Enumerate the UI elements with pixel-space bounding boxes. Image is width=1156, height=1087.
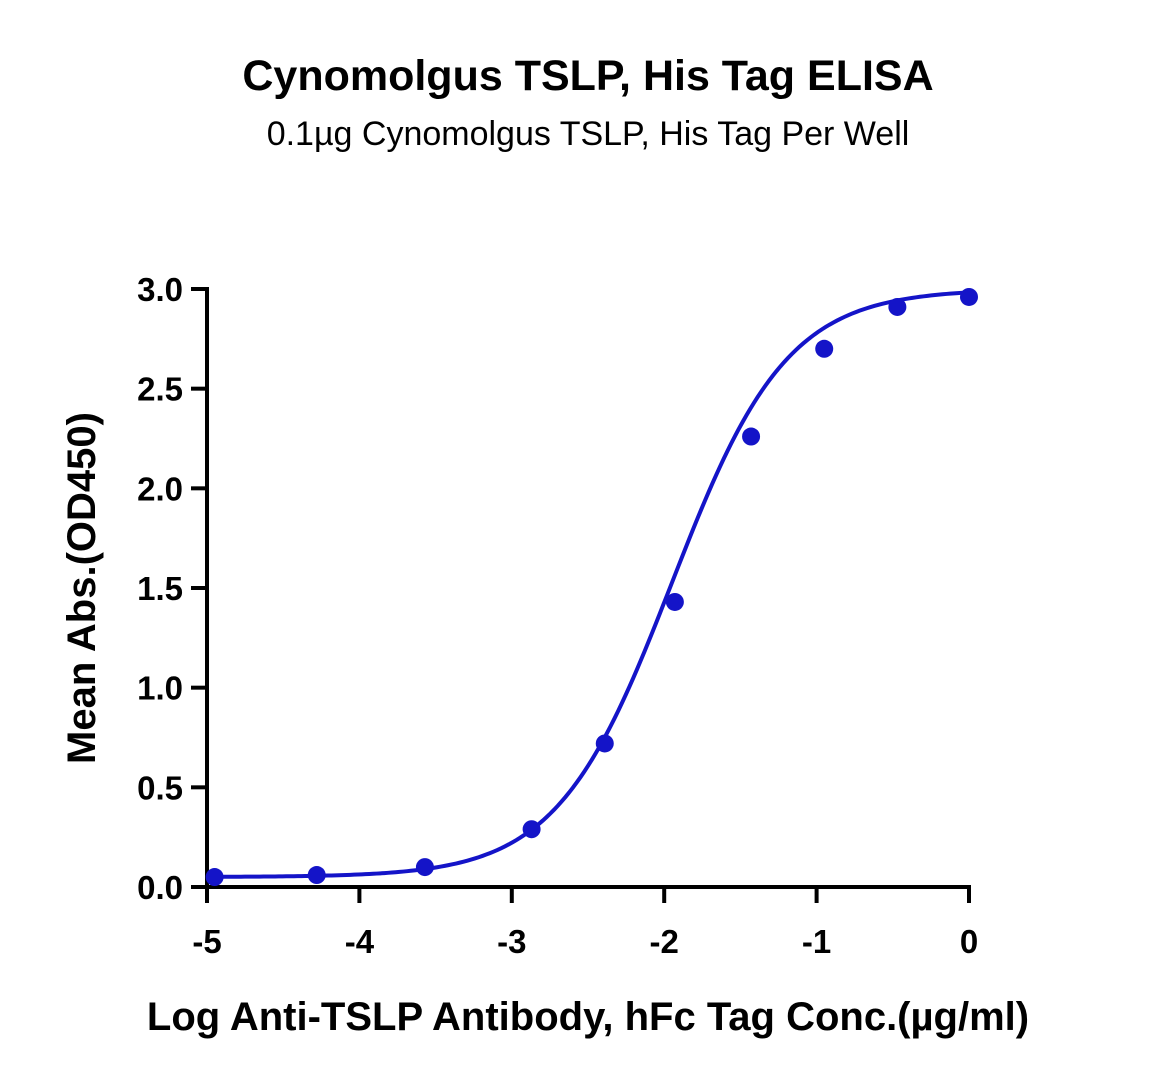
x-axis-label: Log Anti-TSLP Antibody, hFc Tag Conc.(µg… xyxy=(147,995,1029,1039)
data-point xyxy=(595,734,614,753)
y-axis-label: Mean Abs.(OD450) xyxy=(60,412,104,764)
y-tick-label: 1.0 xyxy=(137,670,183,707)
data-point xyxy=(665,592,684,611)
y-tick-label: 0.5 xyxy=(137,769,183,806)
x-tick-label: -2 xyxy=(650,923,679,960)
y-axis-ticks: 0.0 0.5 1.0 1.5 2.0 2.5 3.0 xyxy=(137,271,207,906)
axes xyxy=(205,287,971,889)
data-points-layer xyxy=(205,287,978,887)
data-point xyxy=(307,866,326,885)
x-tick-label: -3 xyxy=(497,923,526,960)
y-tick-label: 0.0 xyxy=(137,869,183,906)
x-tick-label: -5 xyxy=(192,923,221,960)
data-point xyxy=(960,287,978,306)
x-tick-label: 0 xyxy=(960,923,978,960)
data-point xyxy=(888,297,907,316)
x-tick-label: -4 xyxy=(345,923,375,960)
fit-curve-layer xyxy=(214,290,970,879)
y-tick-label: 2.5 xyxy=(137,371,183,408)
fit-curve xyxy=(214,290,970,879)
y-tick-label: 2.0 xyxy=(137,470,183,507)
chart-title: Cynomolgus TSLP, His Tag ELISA xyxy=(242,52,934,100)
data-point xyxy=(415,858,434,877)
y-tick-label: 1.5 xyxy=(137,570,183,607)
data-point xyxy=(205,868,224,887)
y-tick-label: 3.0 xyxy=(137,271,183,308)
data-point xyxy=(742,427,761,446)
data-point xyxy=(522,820,541,839)
data-point xyxy=(815,339,834,358)
x-tick-label: -1 xyxy=(802,923,831,960)
x-axis-ticks: -5 -4 -3 -2 -1 0 xyxy=(192,887,978,960)
chart-subtitle: 0.1µg Cynomolgus TSLP, His Tag Per Well xyxy=(266,115,910,153)
